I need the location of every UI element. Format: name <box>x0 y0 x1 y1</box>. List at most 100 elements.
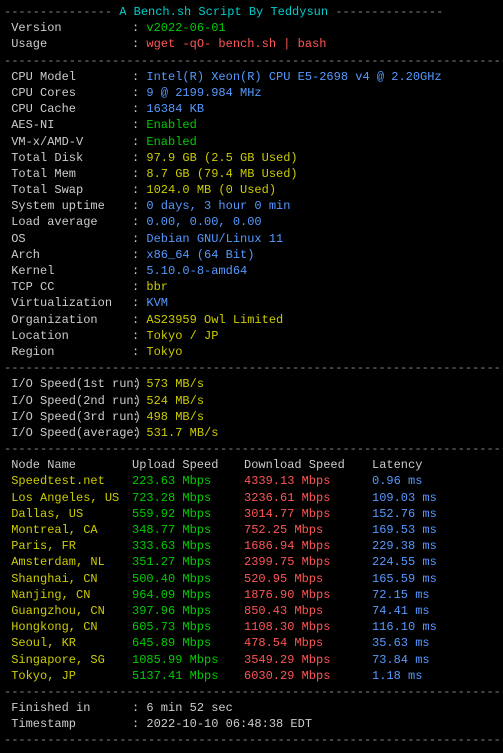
speed-node: Guangzhou, CN <box>4 603 132 619</box>
io-row: I/O Speed(3rd run): 498 MB/s <box>4 409 499 425</box>
speed-row: Amsterdam, NL351.27 Mbps2399.75 Mbps224.… <box>4 554 499 570</box>
speed-row: Hongkong, CN605.73 Mbps1108.30 Mbps116.1… <box>4 619 499 635</box>
sys-value: AS23959 Owl Limited <box>146 313 283 327</box>
sys-label: CPU Cache <box>4 101 132 117</box>
sys-row: Virtualization: KVM <box>4 295 499 311</box>
sys-label: VM-x/AMD-V <box>4 134 132 150</box>
sys-value: bbr <box>146 280 168 294</box>
sys-value: 8.7 GB (79.4 MB Used) <box>146 167 297 181</box>
sys-row: System uptime: 0 days, 3 hour 0 min <box>4 198 499 214</box>
divider: ----------------------------------------… <box>4 732 499 748</box>
speed-row: Los Angeles, US723.28 Mbps3236.61 Mbps10… <box>4 490 499 506</box>
io-value: 531.7 MB/s <box>146 426 218 440</box>
io-row: I/O Speed(2nd run): 524 MB/s <box>4 393 499 409</box>
header-line: --------------- A Bench.sh Script By Ted… <box>4 4 499 20</box>
io-value: 498 MB/s <box>146 410 204 424</box>
timestamp-label: Timestamp <box>4 716 132 732</box>
io-value: 524 MB/s <box>146 394 204 408</box>
sys-label: Kernel <box>4 263 132 279</box>
sys-row: VM-x/AMD-V: Enabled <box>4 134 499 150</box>
io-label: I/O Speed(3rd run) <box>4 409 132 425</box>
speed-latency: 109.03 ms <box>372 490 437 506</box>
sys-label: OS <box>4 231 132 247</box>
header-download: Download Speed <box>244 457 372 473</box>
finished-value: 6 min 52 sec <box>146 701 232 715</box>
speed-node: Tokyo, JP <box>4 668 132 684</box>
speed-node: Hongkong, CN <box>4 619 132 635</box>
sys-value: 0 days, 3 hour 0 min <box>146 199 290 213</box>
sys-value: 0.00, 0.00, 0.00 <box>146 215 261 229</box>
usage-value: wget -qO- bench.sh | bash <box>146 37 326 51</box>
io-label: I/O Speed(2nd run) <box>4 393 132 409</box>
speed-download: 4339.13 Mbps <box>244 473 372 489</box>
speed-download: 520.95 Mbps <box>244 571 372 587</box>
divider: ----------------------------------------… <box>4 53 499 69</box>
sys-label: Arch <box>4 247 132 263</box>
sys-row: AES-NI: Enabled <box>4 117 499 133</box>
sys-row: CPU Model: Intel(R) Xeon(R) CPU E5-2698 … <box>4 69 499 85</box>
sys-label: System uptime <box>4 198 132 214</box>
io-label: I/O Speed(1st run) <box>4 376 132 392</box>
speed-upload: 223.63 Mbps <box>132 473 244 489</box>
sys-value: KVM <box>146 296 168 310</box>
speed-node: Shanghai, CN <box>4 571 132 587</box>
speed-upload: 333.63 Mbps <box>132 538 244 554</box>
speed-node: Singapore, SG <box>4 652 132 668</box>
sys-row: Load average: 0.00, 0.00, 0.00 <box>4 214 499 230</box>
speed-latency: 224.55 ms <box>372 554 437 570</box>
sys-value: 16384 KB <box>146 102 204 116</box>
sys-label: Location <box>4 328 132 344</box>
sys-label: AES-NI <box>4 117 132 133</box>
sys-label: CPU Cores <box>4 85 132 101</box>
io-speed-block: I/O Speed(1st run): 573 MB/s I/O Speed(2… <box>4 376 499 441</box>
sys-value: Tokyo <box>146 345 182 359</box>
system-info-block: CPU Model: Intel(R) Xeon(R) CPU E5-2698 … <box>4 69 499 360</box>
sys-label: Total Swap <box>4 182 132 198</box>
divider: ----------------------------------------… <box>4 360 499 376</box>
speed-latency: 1.18 ms <box>372 668 422 684</box>
speed-upload: 559.92 Mbps <box>132 506 244 522</box>
sys-row: Total Swap: 1024.0 MB (0 Used) <box>4 182 499 198</box>
finished-row: Finished in: 6 min 52 sec <box>4 700 499 716</box>
io-row: I/O Speed(1st run): 573 MB/s <box>4 376 499 392</box>
speed-upload: 5137.41 Mbps <box>132 668 244 684</box>
sys-row: Location: Tokyo / JP <box>4 328 499 344</box>
sys-label: CPU Model <box>4 69 132 85</box>
speed-download: 3014.77 Mbps <box>244 506 372 522</box>
sys-row: Arch: x86_64 (64 Bit) <box>4 247 499 263</box>
speed-upload: 348.77 Mbps <box>132 522 244 538</box>
speed-latency: 73.84 ms <box>372 652 430 668</box>
speed-row: Shanghai, CN500.40 Mbps520.95 Mbps165.59… <box>4 571 499 587</box>
sys-row: Region: Tokyo <box>4 344 499 360</box>
divider: ----------------------------------------… <box>4 441 499 457</box>
sys-label: Virtualization <box>4 295 132 311</box>
speed-latency: 35.63 ms <box>372 635 430 651</box>
sys-row: CPU Cache: 16384 KB <box>4 101 499 117</box>
sys-value: 97.9 GB (2.5 GB Used) <box>146 151 297 165</box>
speed-node: Speedtest.net <box>4 473 132 489</box>
header-node: Node Name <box>4 457 132 473</box>
sys-label: Region <box>4 344 132 360</box>
speed-download: 1876.90 Mbps <box>244 587 372 603</box>
speed-download: 1686.94 Mbps <box>244 538 372 554</box>
speed-download: 752.25 Mbps <box>244 522 372 538</box>
sys-value: 5.10.0-8-amd64 <box>146 264 247 278</box>
speed-latency: 165.59 ms <box>372 571 437 587</box>
sys-row: Total Mem: 8.7 GB (79.4 MB Used) <box>4 166 499 182</box>
sys-row: CPU Cores: 9 @ 2199.984 MHz <box>4 85 499 101</box>
speed-download: 3549.29 Mbps <box>244 652 372 668</box>
speed-download: 478.54 Mbps <box>244 635 372 651</box>
speed-latency: 0.96 ms <box>372 473 422 489</box>
sys-label: Organization <box>4 312 132 328</box>
speed-upload: 1085.99 Mbps <box>132 652 244 668</box>
speed-latency: 116.10 ms <box>372 619 437 635</box>
speed-upload: 723.28 Mbps <box>132 490 244 506</box>
speed-row: Paris, FR333.63 Mbps1686.94 Mbps229.38 m… <box>4 538 499 554</box>
speed-latency: 152.76 ms <box>372 506 437 522</box>
sys-row: Organization: AS23959 Owl Limited <box>4 312 499 328</box>
speed-node: Dallas, US <box>4 506 132 522</box>
sys-value: Debian GNU/Linux 11 <box>146 232 283 246</box>
io-row: I/O Speed(average): 531.7 MB/s <box>4 425 499 441</box>
speed-upload: 500.40 Mbps <box>132 571 244 587</box>
speed-latency: 74.41 ms <box>372 603 430 619</box>
